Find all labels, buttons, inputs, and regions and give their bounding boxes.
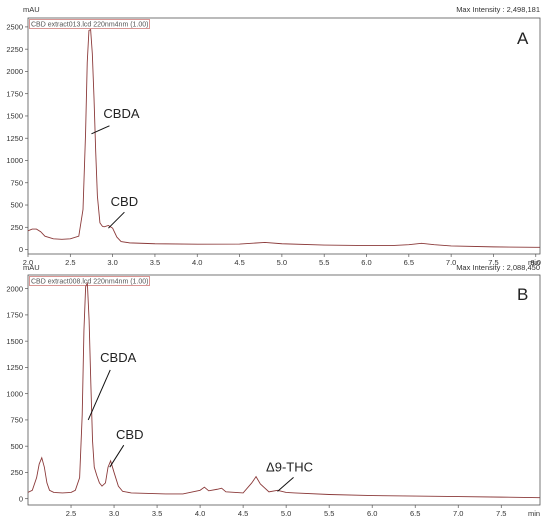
legend-label-b: CBD extract008.lcd 220nm4nm (1.00) <box>31 279 149 286</box>
annotation-leader-b <box>277 476 294 492</box>
y-tick-label-b: 0 <box>19 494 23 503</box>
y-tick-label-b: 1750 <box>6 311 23 320</box>
annotation-leader-b <box>87 369 111 421</box>
x-tick-label-a: 7.5 <box>488 258 498 267</box>
max-intensity-label-b: Max Intensity : 2,088,450 <box>456 263 540 272</box>
trace-b <box>27 281 541 499</box>
y-tick-label-a: 2250 <box>6 45 23 54</box>
x-tick-label-b: 4.5 <box>238 509 248 518</box>
y-tick-label-b: 2000 <box>6 284 23 293</box>
panel-letter-b: B <box>517 285 528 304</box>
annotation-label-b: CBDA <box>100 350 136 365</box>
annotation-label-b: CBD <box>116 427 143 442</box>
x-tick-label-a: 7.0 <box>446 258 456 267</box>
annotation-label-a: CBDA <box>103 106 139 121</box>
x-tick-label-a: 5.0 <box>277 258 287 267</box>
y-tick-label-a: 2000 <box>6 67 23 76</box>
panel-letter-a: A <box>517 29 529 48</box>
x-tick-label-b: 5.0 <box>281 509 291 518</box>
y-tick-label-a: 1500 <box>6 112 23 121</box>
y-tick-label-a: 750 <box>10 178 23 187</box>
x-tick-label-b: 3.5 <box>152 509 162 518</box>
x-tick-label-a: 2.5 <box>65 258 75 267</box>
y-tick-label-b: 1000 <box>6 389 23 398</box>
x-tick-label-a: 6.0 <box>361 258 371 267</box>
x-tick-label-a: 8.0 <box>531 258 541 267</box>
y-unit-label-a: mAU <box>23 5 40 14</box>
y-tick-label-b: 750 <box>10 416 23 425</box>
y-tick-label-b: 1250 <box>6 363 23 372</box>
x-tick-label-a: 4.5 <box>234 258 244 267</box>
panel-a: mAU Max Intensity : 2,498,181 CBD extrac… <box>6 5 541 267</box>
annotation-label-b: Δ9-THC <box>266 459 313 474</box>
annotation-label-a: CBD <box>111 194 138 209</box>
x-tick-label-b: 3.0 <box>109 509 119 518</box>
legend-box-b <box>29 276 150 286</box>
y-tick-label-a: 500 <box>10 201 23 210</box>
y-tick-label-a: 1250 <box>6 134 23 143</box>
x-tick-label-b: 2.5 <box>66 509 76 518</box>
x-tick-label-a: 3.0 <box>107 258 117 267</box>
annotation-leader-a <box>91 125 110 135</box>
x-tick-label-a: 4.0 <box>192 258 202 267</box>
legend-box-a <box>29 19 150 29</box>
y-tick-label-b: 1500 <box>6 337 23 346</box>
x-tick-label-a: 5.5 <box>319 258 329 267</box>
y-tick-label-a: 1000 <box>6 156 23 165</box>
y-tick-label-a: 0 <box>19 245 23 254</box>
y-tick-label-b: 500 <box>10 442 23 451</box>
annotation-leader-a <box>108 211 125 229</box>
x-unit-label-b: min <box>528 509 540 518</box>
y-tick-label-a: 2500 <box>6 23 23 32</box>
y-tick-label-a: 1750 <box>6 89 23 98</box>
x-tick-label-a: 3.5 <box>150 258 160 267</box>
x-tick-label-b: 7.5 <box>496 509 506 518</box>
max-intensity-label-a: Max Intensity : 2,498,181 <box>456 5 540 14</box>
x-unit-label-a: min <box>528 258 540 267</box>
x-tick-label-b: 6.5 <box>410 509 420 518</box>
x-tick-label-b: 7.0 <box>453 509 463 518</box>
x-tick-label-a: 6.5 <box>404 258 414 267</box>
legend-label-a: CBD extract013.lcd 220nm4nm (1.00) <box>31 22 149 29</box>
plot-frame-a <box>27 17 541 255</box>
y-unit-label-b: mAU <box>23 263 40 272</box>
y-tick-label-a: 250 <box>10 223 23 232</box>
x-tick-label-b: 5.5 <box>324 509 334 518</box>
x-tick-label-b: 6.0 <box>367 509 377 518</box>
annotation-leader-b <box>109 444 125 468</box>
x-tick-label-a: 2.0 <box>23 258 33 267</box>
x-tick-label-b: 4.0 <box>195 509 205 518</box>
trace-a <box>27 28 540 248</box>
y-tick-label-b: 250 <box>10 468 23 477</box>
plot-frame-b <box>27 274 541 506</box>
panel-b: mAU Max Intensity : 2,088,450 CBD extrac… <box>6 263 541 518</box>
